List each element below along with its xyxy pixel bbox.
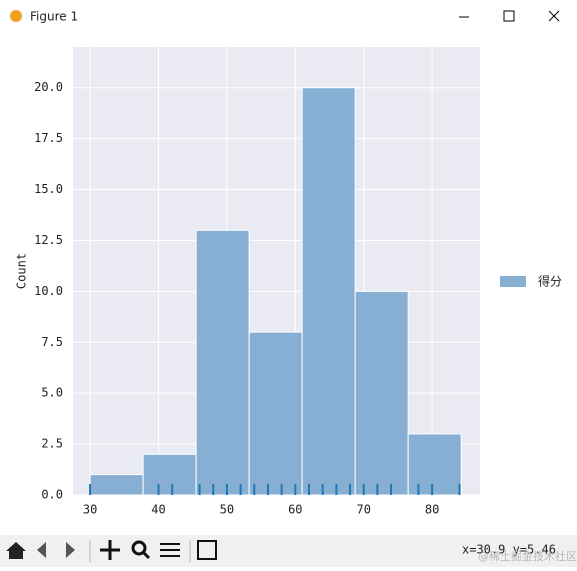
configure-button[interactable] xyxy=(160,543,180,557)
home-button[interactable] xyxy=(6,542,26,559)
y-tick-label: 0.0 xyxy=(41,488,63,502)
legend-label: 得分 xyxy=(538,274,562,289)
back-button[interactable] xyxy=(37,542,46,558)
y-tick-label: 12.5 xyxy=(34,233,63,247)
x-tick-label: 80 xyxy=(425,503,439,517)
bar xyxy=(248,331,303,496)
y-tick-label: 17.5 xyxy=(34,131,63,145)
x-tick-label: 50 xyxy=(220,503,234,517)
title-bar: Figure 1 xyxy=(10,10,560,24)
x-tick-label: 30 xyxy=(83,503,97,517)
bar xyxy=(407,433,462,496)
app-icon xyxy=(10,10,22,22)
y-axis-label: Count xyxy=(15,253,29,289)
toolbar xyxy=(0,535,577,567)
y-tick-label: 2.5 xyxy=(41,437,63,451)
close-button[interactable] xyxy=(548,10,560,22)
y-tick-label: 10.0 xyxy=(34,284,63,298)
bar xyxy=(89,474,144,496)
zoom-button[interactable] xyxy=(131,540,147,556)
plot: 0.0 2.5 5.0 7.5 10.0 12.5 15.0 17.5 20.0 30 40 50 60… xyxy=(34,47,562,517)
watermark: @稀土掘金技术社区 xyxy=(478,549,577,563)
status-text: x=30.9 y=5.46 xyxy=(462,543,556,557)
y-tick-label: 15.0 xyxy=(34,182,63,196)
toolbar-icons xyxy=(6,540,217,562)
save-button[interactable] xyxy=(197,540,217,560)
bar xyxy=(301,87,356,496)
y-tick-label: 20.0 xyxy=(34,80,63,94)
zoom-handle xyxy=(141,550,151,560)
maximize-button[interactable] xyxy=(503,10,515,22)
legend-swatch xyxy=(500,276,526,287)
forward-button[interactable] xyxy=(66,542,75,558)
x-tick-label: 70 xyxy=(356,503,370,517)
bar xyxy=(354,290,409,496)
pan-button[interactable] xyxy=(100,540,120,560)
x-tick-label: 60 xyxy=(288,503,302,517)
y-tick-label: 7.5 xyxy=(41,335,63,349)
y-tick-label: 5.0 xyxy=(41,386,63,400)
x-tick-label: 40 xyxy=(151,503,165,517)
bar xyxy=(142,453,197,496)
window-title: Figure 1 xyxy=(30,10,78,24)
bar xyxy=(195,229,250,496)
